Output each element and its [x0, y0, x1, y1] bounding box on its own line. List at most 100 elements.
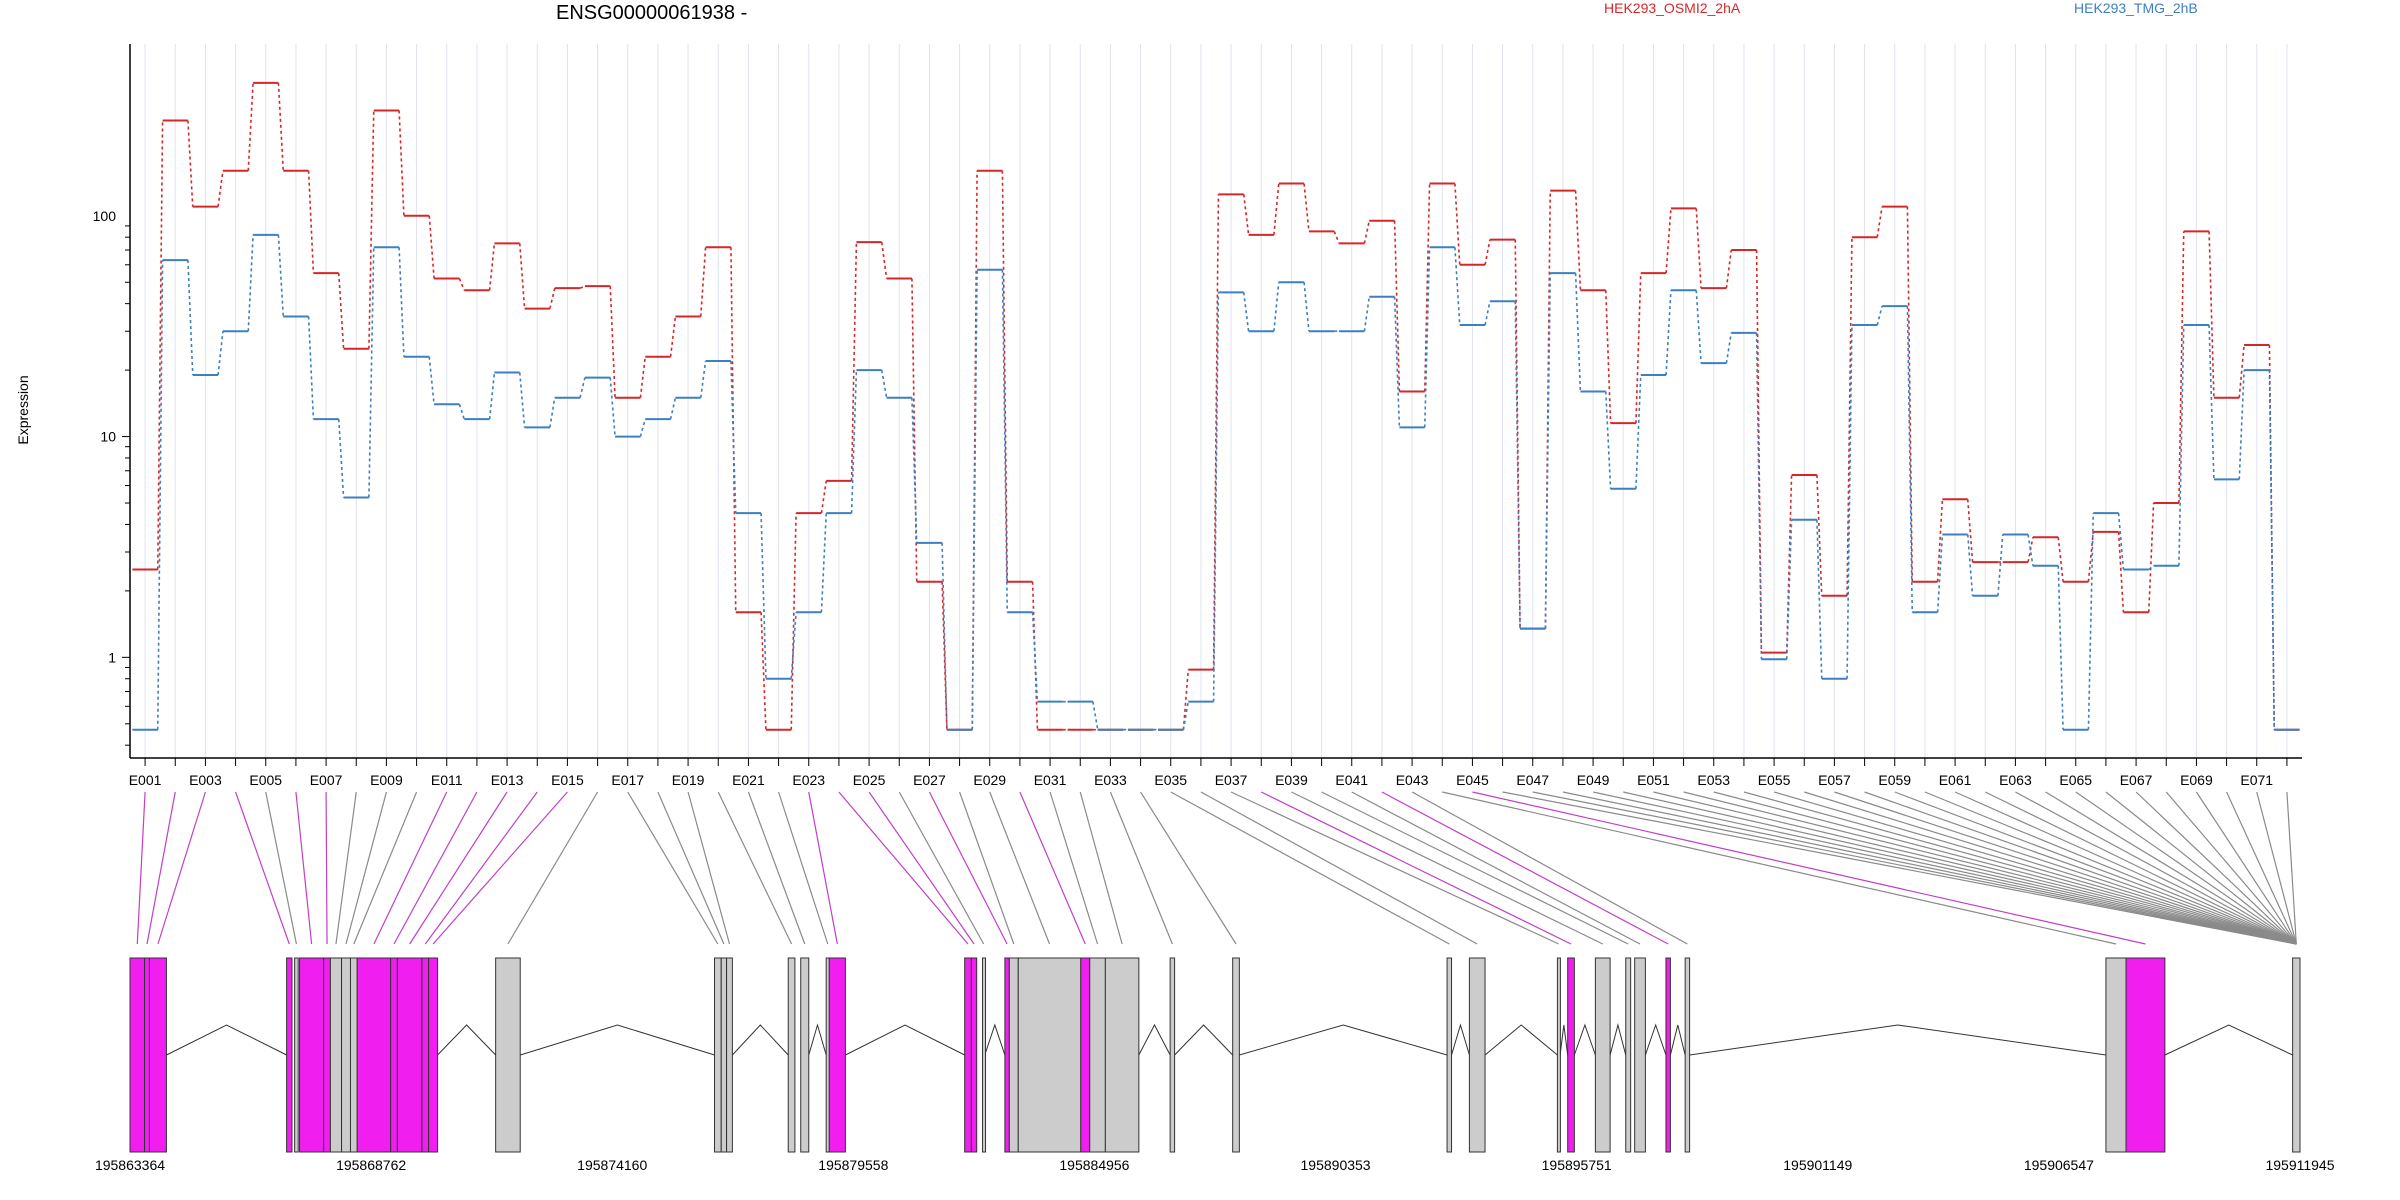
exon-connector: [1230, 791, 1559, 945]
x-tick-label: E071: [2240, 772, 2273, 788]
x-tick-label: E027: [913, 772, 946, 788]
x-tick-label: E069: [2180, 772, 2213, 788]
exon-connector: [1442, 791, 2117, 945]
x-tick-label: E025: [853, 772, 886, 788]
series-lines: [132, 81, 2300, 731]
x-tick-label: E019: [672, 772, 705, 788]
exon-highlighted: [390, 957, 398, 1153]
x-tick-label: E051: [1637, 772, 1670, 788]
exon: [1232, 957, 1240, 1153]
x-tick-label: E033: [1094, 772, 1127, 788]
exon: [2292, 957, 2301, 1153]
x-tick-label: E035: [1154, 772, 1187, 788]
x-tick-label: E021: [732, 772, 765, 788]
exon-connector: [657, 791, 725, 945]
exon: [787, 957, 796, 1153]
exon-connector: [687, 791, 731, 945]
exon-connector: [1291, 791, 1604, 945]
x-tick-label: E053: [1697, 772, 1730, 788]
exon-connector: [1049, 791, 1099, 945]
exon-highlighted: [148, 957, 167, 1153]
y-axis-label-wrap: Expression: [8, 360, 38, 460]
intron: [1174, 1024, 1234, 1056]
exon-connector: [1200, 791, 1478, 945]
exon-highlighted: [286, 957, 293, 1153]
intron: [1559, 1024, 1569, 1056]
intron: [1669, 1024, 1686, 1056]
exon-connector: [1623, 791, 2297, 945]
exon-connector: [2015, 791, 2297, 945]
exon-connector: [1472, 791, 2146, 945]
exon-highlighted: [144, 957, 150, 1153]
grid-lines: [144, 44, 2288, 758]
exon: [329, 957, 343, 1153]
genomic-coordinate-label: 195874160: [577, 1157, 647, 1173]
exon-connector: [928, 791, 1008, 945]
exon: [982, 957, 987, 1153]
genomic-coordinate-label: 195884956: [1059, 1157, 1129, 1173]
exon: [1446, 957, 1453, 1153]
exon-connector: [1743, 791, 2297, 945]
exon-connector: [959, 791, 1015, 945]
chart-title: ENSG00000061938 -: [556, 2, 748, 24]
exon: [1169, 957, 1176, 1153]
x-tick-label: E007: [310, 772, 343, 788]
exon: [714, 957, 722, 1153]
exon-connector: [2105, 791, 2297, 945]
exon-connector: [1381, 791, 1669, 945]
genomic-coordinate-label: 195868762: [336, 1157, 406, 1173]
exon-connector: [1773, 791, 2297, 945]
exon-connector: [717, 791, 793, 945]
exon: [1625, 957, 1632, 1153]
x-tick-label: E065: [2059, 772, 2092, 788]
exon-connector: [2165, 791, 2297, 945]
exon-connector: [335, 791, 357, 945]
exon: [2105, 957, 2127, 1153]
exon-connector: [778, 791, 829, 945]
exon-highlighted: [1567, 957, 1575, 1153]
exon-connector: [1713, 791, 2297, 945]
x-tick-label: E043: [1396, 772, 1429, 788]
series-1: [132, 81, 2300, 731]
exon-connector: [265, 791, 298, 945]
intron: [2164, 1024, 2293, 1056]
exon-connector: [409, 791, 508, 945]
exon-highlighted: [964, 957, 972, 1153]
exon-highlighted: [299, 957, 325, 1153]
exon-highlighted: [828, 957, 846, 1153]
intron: [845, 1024, 965, 1056]
intron: [520, 1024, 715, 1056]
genomic-coordinate-label: 195863364: [95, 1157, 165, 1173]
exon-highlighted: [1080, 957, 1091, 1153]
exon: [800, 957, 810, 1153]
genomic-coordinate-label: 195879558: [818, 1157, 888, 1173]
x-tick-label: E047: [1516, 772, 1549, 788]
exon-highlighted: [428, 957, 439, 1153]
x-tick-label: E001: [129, 772, 162, 788]
exon-connector: [136, 791, 146, 945]
x-tick-label: E015: [551, 772, 584, 788]
exon-connector: [1834, 791, 2297, 945]
exon-connector: [1109, 791, 1173, 945]
exon-connector: [325, 791, 328, 945]
intron: [1484, 1024, 1558, 1056]
x-tick-label: E031: [1034, 772, 1067, 788]
series-connector: [156, 234, 2276, 731]
intron: [1573, 1023, 1596, 1056]
exon-connector: [989, 791, 1051, 945]
exon-connector: [1683, 791, 2297, 945]
x-tick-label: E057: [1818, 772, 1851, 788]
genomic-coordinate-label: 195901149: [1783, 1157, 1852, 1173]
exon-connector: [838, 791, 969, 945]
exon-highlighted: [323, 957, 331, 1153]
exon: [1008, 957, 1019, 1153]
exon-connector: [1411, 791, 1688, 945]
x-tick-label: E067: [2120, 772, 2153, 788]
exon: [341, 957, 351, 1153]
intron: [437, 1024, 497, 1056]
exon-connector: [235, 791, 290, 945]
x-tick-label: E037: [1215, 772, 1248, 788]
exon-connector: [1954, 791, 2297, 945]
exon-connector: [157, 791, 206, 945]
